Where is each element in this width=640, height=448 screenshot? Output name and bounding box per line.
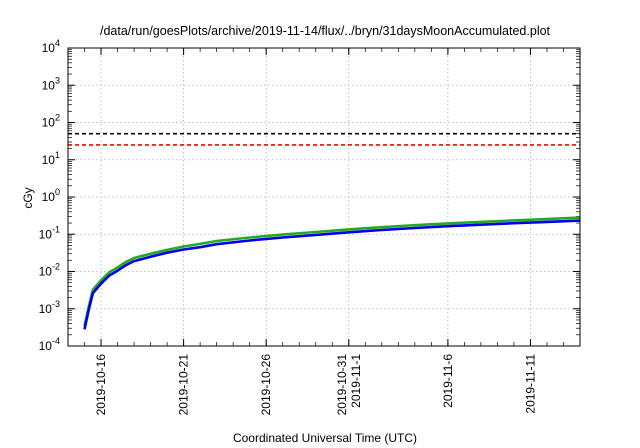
x-tick-labels: 2019-10-16 2019-10-21 2019-10-26 2019-10-31… xyxy=(94,354,537,416)
x-tick-label: 2019-11-1 xyxy=(349,354,363,408)
x-tick-label: 2019-10-21 xyxy=(177,354,191,416)
series-line xyxy=(83,216,581,326)
plot-frame xyxy=(67,47,581,347)
y-tick-label: 100 xyxy=(42,187,60,204)
y-tick-label: 10-1 xyxy=(39,224,60,241)
y-tick-label: 10-2 xyxy=(39,262,60,279)
y-tick-label: 101 xyxy=(42,150,60,167)
x-tick-label: 2019-11-11 xyxy=(523,354,537,414)
reference-lines xyxy=(68,132,580,146)
x-tick-label: 2019-10-16 xyxy=(94,354,108,416)
y-tick-label: 104 xyxy=(42,38,60,55)
y-tick-labels: 10-4 10-3 10-2 10-1 100 101 102 103 104 xyxy=(39,38,60,353)
x-axis-label: Coordinated Universal Time (UTC) xyxy=(233,431,417,445)
series-lines xyxy=(83,216,581,330)
chart-title: /data/run/goesPlots/archive/2019-11-14/f… xyxy=(100,24,551,38)
y-tick-label: 102 xyxy=(42,113,60,130)
x-tick-label: 2019-11-6 xyxy=(441,354,455,408)
x-tick-label: 2019-10-26 xyxy=(259,354,273,416)
grid xyxy=(67,47,581,347)
x-tick-label: 2019-10-31 xyxy=(335,354,349,416)
y-tick-label: 103 xyxy=(42,75,60,92)
series-line xyxy=(83,219,581,330)
y-axis-label: cGy xyxy=(21,187,35,208)
y-tick-label: 10-3 xyxy=(39,299,60,316)
y-tick-label: 10-4 xyxy=(39,336,60,353)
